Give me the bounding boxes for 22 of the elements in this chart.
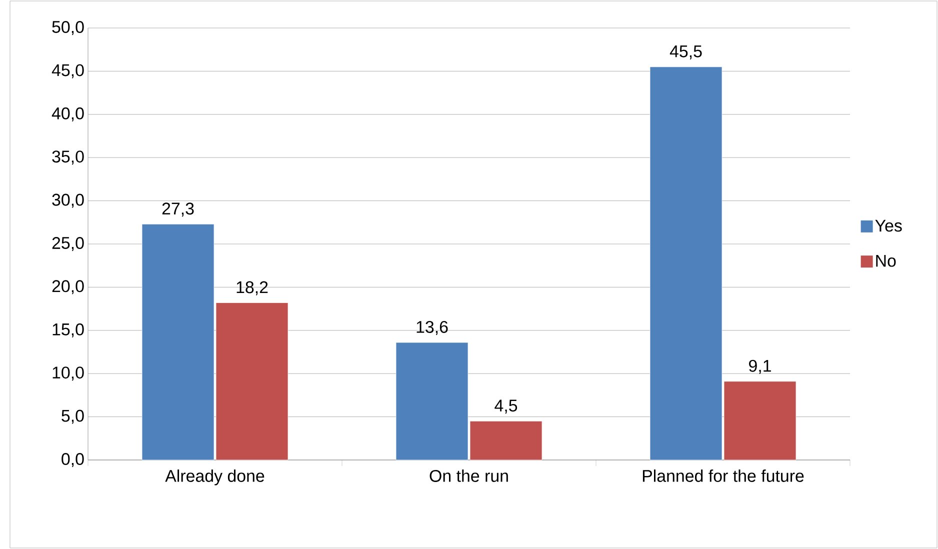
y-tick-label: 0,0: [62, 452, 84, 467]
legend-label: Yes: [875, 220, 902, 232]
data-label: 4,5: [494, 400, 518, 414]
legend-label: No: [876, 254, 896, 267]
y-tick-label: 10,0: [52, 366, 84, 381]
data-label: 45,5: [670, 46, 702, 60]
y-tick-label: 30,0: [52, 194, 84, 208]
y-tick-label: 15,0: [52, 323, 84, 338]
data-label: 18,2: [236, 281, 268, 296]
y-tick-label: 35,0: [52, 150, 84, 165]
x-tick-label: Planned for the future: [642, 470, 804, 482]
y-tick-label: 20,0: [52, 280, 84, 294]
data-label: 9,1: [749, 360, 771, 374]
data-label: 13,6: [416, 320, 448, 335]
y-tick-label: 45,0: [52, 64, 84, 78]
x-tick-label: On the run: [430, 470, 508, 482]
y-tick-label: 5,0: [62, 410, 84, 424]
y-tick-label: 50,0: [52, 20, 84, 35]
y-tick-label: 40,0: [52, 107, 84, 122]
y-tick-label: 25,0: [52, 236, 84, 251]
data-label: 27,3: [162, 202, 194, 217]
x-tick-label: Already done: [165, 470, 264, 486]
